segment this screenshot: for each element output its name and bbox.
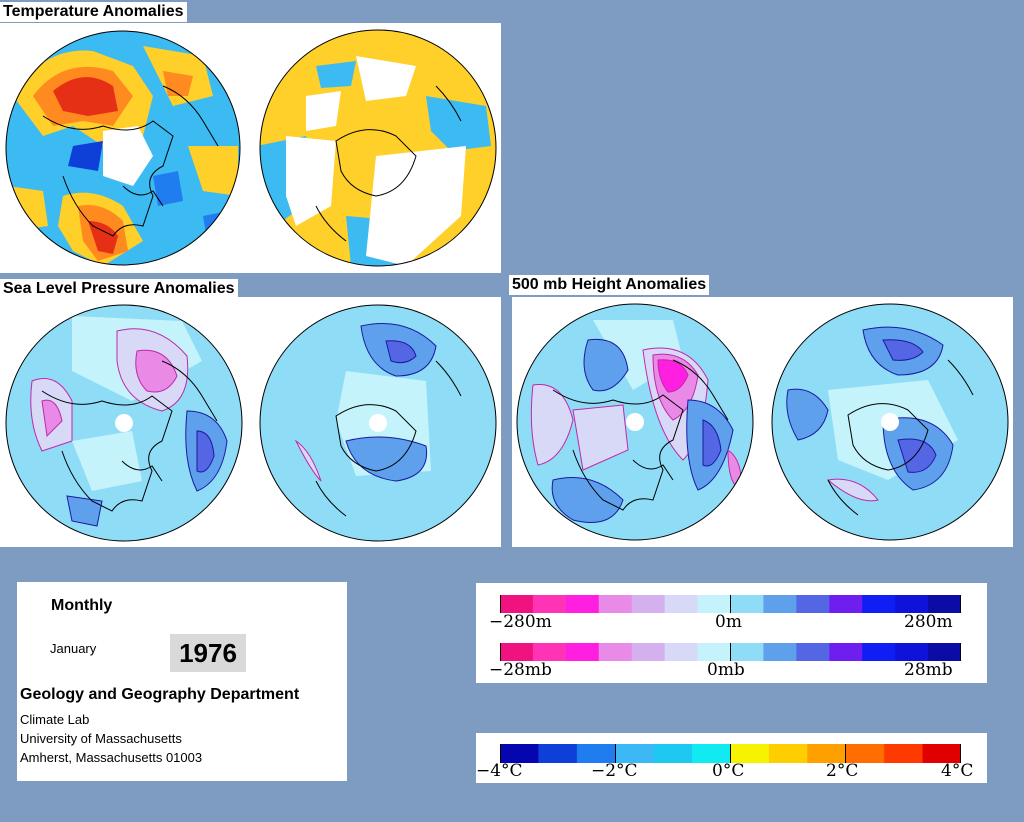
temp-bar-swatch xyxy=(500,744,539,763)
height-bar-swatch xyxy=(928,595,961,613)
temp-bar-swatch xyxy=(730,744,770,763)
height-bar-swatch xyxy=(565,595,600,613)
temperature-southern-hemisphere-map xyxy=(259,29,497,267)
info-panel: Monthly January 1976 Geology and Geograp… xyxy=(17,582,347,781)
height-legend-max: 280m xyxy=(904,612,953,632)
pressure-color-bar xyxy=(500,643,961,661)
height500-northern-hemisphere-map xyxy=(516,303,754,541)
pressure-bar-swatch xyxy=(730,643,764,661)
pressure-bar-swatch xyxy=(763,643,797,661)
anomaly-legend-panel: −280m 0m 280m −28mb 0mb 28mb xyxy=(476,583,987,683)
pressure-bar-swatch xyxy=(928,643,961,661)
period-label: Monthly xyxy=(51,597,113,614)
temp-bar-swatch xyxy=(615,744,655,763)
pressure-bar-swatch xyxy=(532,643,567,661)
temperature-title: Temperature Anomalies xyxy=(0,2,187,22)
height-bar-swatch xyxy=(862,595,896,613)
height-bar-swatch xyxy=(598,595,633,613)
university-label: University of Massachusetts xyxy=(20,731,182,746)
temp-bar-swatch xyxy=(653,744,693,763)
temp-bar-swatch xyxy=(768,744,808,763)
temp-bar-swatch xyxy=(884,744,924,763)
address-label: Amherst, Massachusetts 01003 xyxy=(20,750,203,765)
temp-bar-swatch xyxy=(845,744,885,763)
pressure-bar-swatch xyxy=(598,643,633,661)
pressure-bar-swatch xyxy=(631,643,666,661)
lab-label: Climate Lab xyxy=(20,712,90,727)
temperature-northern-hemisphere-map xyxy=(5,30,241,266)
pressure-bar-swatch xyxy=(664,643,699,661)
temp-bar-swatch xyxy=(922,744,961,763)
height-bar-swatch xyxy=(895,595,929,613)
pressure-bar-swatch xyxy=(565,643,600,661)
temp-tick-2: 2°C xyxy=(826,761,859,781)
temp-tick-neg4: −4°C xyxy=(476,761,523,781)
height500-title: 500 mb Height Anomalies xyxy=(509,275,710,295)
height-legend-mid: 0m xyxy=(715,612,742,632)
pressure-legend-min: −28mb xyxy=(489,660,552,680)
pressure-legend-mid: 0mb xyxy=(707,660,745,680)
pressure-bar-swatch xyxy=(697,643,731,661)
temp-bar-swatch xyxy=(692,744,731,763)
pressure-bar-swatch xyxy=(862,643,896,661)
temperature-legend-panel: −4°C −2°C 0°C 2°C 4°C xyxy=(476,733,987,783)
height-bar-swatch xyxy=(763,595,797,613)
height-bar-swatch xyxy=(697,595,731,613)
slp-southern-hemisphere-map xyxy=(259,304,497,542)
height-bar-swatch xyxy=(730,595,764,613)
height-legend-min: −280m xyxy=(489,612,552,632)
height-bar-swatch xyxy=(532,595,567,613)
height-bar-swatch xyxy=(829,595,863,613)
temp-bar-swatch xyxy=(576,744,616,763)
temp-tick-0: 0°C xyxy=(712,761,745,781)
pressure-bar-swatch xyxy=(829,643,863,661)
pressure-legend-max: 28mb xyxy=(904,660,953,680)
pressure-bar-swatch xyxy=(500,643,534,661)
temp-tick-4: 4°C xyxy=(941,761,974,781)
temp-bar-swatch xyxy=(807,744,847,763)
height-bar-swatch xyxy=(796,595,830,613)
slp-title: Sea Level Pressure Anomalies xyxy=(0,279,238,299)
height-color-bar xyxy=(500,595,961,613)
pressure-bar-swatch xyxy=(796,643,830,661)
height-bar-swatch xyxy=(500,595,534,613)
temp-tick-neg2: −2°C xyxy=(591,761,638,781)
year-box: 1976 xyxy=(170,634,246,672)
month-label: January xyxy=(50,641,97,656)
temperature-color-bar xyxy=(500,744,961,763)
height500-southern-hemisphere-map xyxy=(771,303,1009,541)
temp-bar-swatch xyxy=(538,744,578,763)
department-label: Geology and Geography Department xyxy=(20,686,300,703)
pressure-bar-swatch xyxy=(895,643,929,661)
height-bar-swatch xyxy=(664,595,699,613)
height-bar-swatch xyxy=(631,595,666,613)
slp-northern-hemisphere-map xyxy=(5,304,243,542)
